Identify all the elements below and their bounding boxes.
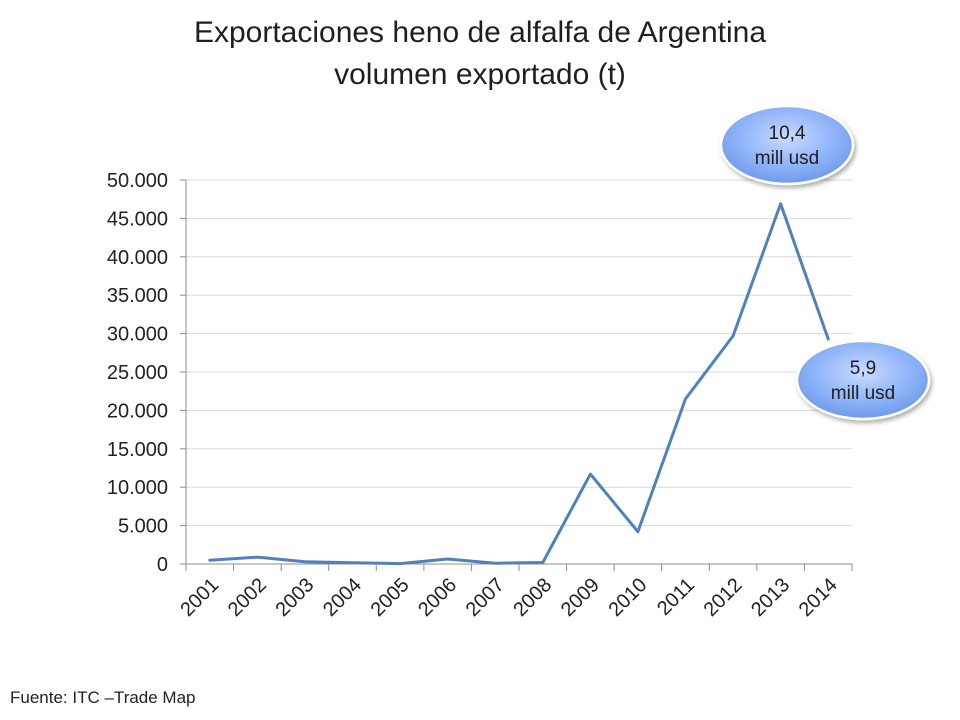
- x-tick-label: 2014: [795, 574, 842, 621]
- x-tick-label: 2007: [462, 574, 509, 621]
- y-tick-label: 20.000: [107, 400, 168, 422]
- series-line: [208, 202, 830, 566]
- bubble-value: 5,9: [850, 358, 876, 379]
- x-tick-label: 2011: [653, 574, 699, 620]
- bubble-unit: mill usd: [755, 148, 819, 169]
- y-tick-label: 10.000: [107, 477, 168, 499]
- y-tick-label: 45.000: [107, 208, 168, 230]
- bubble-unit: mill usd: [831, 383, 895, 404]
- x-tick-label: 2003: [271, 574, 318, 621]
- x-tick-label: 2009: [557, 574, 604, 621]
- bubble-value: 10,4: [769, 123, 806, 144]
- gridlines: [186, 179, 852, 527]
- y-tick-label: 30.000: [107, 324, 168, 346]
- y-tick-label: 35.000: [107, 285, 168, 307]
- y-tick-label: 5.000: [118, 516, 168, 538]
- x-tick-label: 2012: [700, 574, 747, 621]
- y-tick-label: 25.000: [107, 362, 168, 384]
- y-axis-tick-labels: 0 5.000 10.000 15.000 20.000 25.000 30.000 35.0…: [107, 170, 168, 576]
- annotation-bubble: 10,4 mill usd: [719, 104, 855, 186]
- x-axis-tick-labels: 2001 2002 2003 2004 2005 2006 2007 2008 2009 2010…: [176, 574, 841, 621]
- bubble-shape: [719, 104, 855, 186]
- chart-title-line2: volumen exportado (t): [334, 58, 626, 91]
- x-tick-label: 2002: [224, 574, 271, 621]
- axes: [180, 179, 853, 571]
- chart-title-line1: Exportaciones heno de alfalfa de Argenti…: [193, 16, 767, 49]
- source-note: Fuente: ITC –Trade Map: [10, 688, 196, 707]
- x-tick-label: 2001: [176, 574, 223, 621]
- annotations: 10,4 mill usd 5,9 mill usd: [719, 104, 931, 421]
- x-tick-label: 2006: [414, 574, 461, 621]
- y-tick-label: 15.000: [107, 439, 168, 461]
- y-tick-label: 0: [157, 554, 168, 576]
- x-tick-label: 2010: [604, 574, 651, 621]
- x-tick-label: 2013: [747, 574, 794, 621]
- annotation-bubble: 5,9 mill usd: [795, 339, 931, 421]
- y-tick-label: 50.000: [107, 170, 168, 192]
- y-tick-label: 40.000: [107, 247, 168, 269]
- series-layer: [208, 202, 830, 566]
- x-tick-label: 2004: [319, 574, 366, 621]
- bubble-shape: [795, 339, 931, 421]
- x-tick-label: 2008: [509, 574, 556, 621]
- x-tick-label: 2005: [367, 574, 414, 621]
